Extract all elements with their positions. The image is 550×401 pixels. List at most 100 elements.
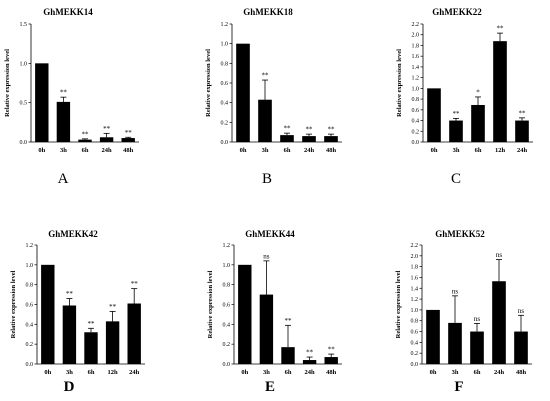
bar	[281, 347, 295, 364]
x-tick-label: 0h	[431, 147, 438, 154]
bar	[492, 281, 506, 364]
significance-label: **	[284, 125, 292, 133]
x-tick-label: 12h	[108, 369, 119, 376]
chart-title: GhMEKK14	[43, 7, 93, 17]
significance-label: **	[103, 125, 111, 133]
y-tick-label: 1.8	[411, 265, 419, 271]
chart-title: GhMEKK44	[245, 229, 295, 239]
panel-label: A	[58, 171, 69, 187]
bar	[121, 138, 135, 142]
x-tick-label: 6h	[88, 369, 95, 376]
significance-label: **	[285, 317, 293, 325]
bar	[41, 264, 55, 364]
x-tick-label: 48h	[516, 369, 527, 376]
x-tick-label: 12h	[495, 147, 506, 154]
bar	[258, 99, 272, 142]
bar	[280, 135, 294, 142]
significance-label: **	[306, 349, 314, 357]
y-axis-label: Relative expression level	[396, 49, 403, 117]
x-tick-label: 24h	[305, 369, 316, 376]
x-tick-label: 3h	[66, 369, 73, 376]
x-tick-label: 3h	[263, 369, 270, 376]
bar	[236, 43, 250, 142]
y-tick-label: 0.4	[26, 322, 34, 328]
x-tick-label: 0h	[240, 147, 247, 154]
y-tick-label: 0.0	[221, 140, 229, 146]
chart-panel-4: GhMEKK42 Relative expression level 0.0 0.2 0…	[10, 229, 145, 395]
bar	[84, 332, 98, 364]
y-axis-label: Relative expression level	[395, 270, 402, 338]
x-tick-label: 24h	[102, 147, 113, 154]
y-axis-label: Relative expression level	[4, 49, 11, 117]
bar	[324, 357, 338, 364]
chart-panel-2: GhMEKK18 Relative expression level 0.0 0.2 0…	[205, 7, 342, 187]
panel-label: B	[262, 171, 272, 187]
bar	[259, 294, 274, 364]
significance-label: ns	[474, 315, 481, 323]
panel-label: C	[451, 171, 461, 187]
y-tick-label: 2.2	[412, 22, 420, 28]
x-tick-label: 48h	[326, 369, 337, 376]
bar	[448, 322, 462, 364]
panel-label: F	[454, 379, 463, 395]
y-tick-label: 1.8	[412, 43, 420, 49]
y-tick-label: 0.8	[412, 97, 420, 103]
y-tick-label: 0.8	[411, 319, 419, 325]
significance-label: ns	[518, 307, 525, 315]
bar	[470, 331, 484, 364]
significance-label: **	[328, 346, 336, 354]
x-tick-label: 48h	[123, 147, 134, 154]
chart-panel-1: GhMEKK14 Relative expression level 0.0 0.5 1…	[4, 7, 139, 187]
y-tick-label: 1.6	[412, 54, 420, 60]
bar	[427, 88, 441, 142]
y-tick-label: 1.6	[411, 275, 419, 281]
y-tick-label: 2.0	[412, 33, 420, 39]
y-tick-label: 0.8	[221, 61, 229, 67]
significance-label: **	[109, 303, 117, 311]
x-tick-label: 24h	[494, 369, 505, 376]
x-tick-label: 24h	[129, 369, 140, 376]
bar	[105, 321, 120, 364]
y-axis-label: Relative expression level	[207, 270, 214, 338]
chart-title: GhMEKK18	[243, 7, 293, 17]
bar	[62, 305, 77, 364]
y-tick-label: 1.2	[223, 243, 231, 249]
y-tick-label: 0.6	[411, 330, 419, 336]
bar	[35, 63, 49, 143]
y-tick-label: 0.2	[412, 129, 420, 135]
x-tick-label: 6h	[474, 369, 481, 376]
x-tick-label: 6h	[82, 147, 89, 154]
y-tick-label: 1.0	[20, 61, 28, 67]
y-tick-label: 2.0	[411, 254, 419, 260]
y-tick-label: 0.6	[221, 81, 229, 87]
significance-label: **	[519, 109, 527, 117]
y-tick-label: 0.2	[223, 342, 231, 348]
chart-panel-5: GhMEKK44 Relative expression level 0.0 0.2 0…	[207, 229, 342, 395]
y-tick-label: 0.4	[412, 119, 420, 125]
y-tick-label: 1.4	[412, 65, 420, 71]
y-tick-label: 1.5	[20, 22, 28, 28]
chart-title: GhMEKK22	[432, 7, 482, 17]
chart-title: GhMEKK52	[435, 229, 485, 239]
y-tick-label: 1.0	[221, 42, 229, 48]
x-tick-label: 6h	[285, 369, 292, 376]
bar	[78, 139, 92, 142]
y-tick-label: 0.6	[412, 108, 420, 114]
y-tick-label: 0.5	[20, 101, 28, 107]
chart-title: GhMEKK42	[48, 229, 98, 239]
x-tick-label: 0h	[430, 369, 437, 376]
y-tick-label: 0.8	[26, 283, 34, 289]
x-tick-label: 24h	[517, 147, 528, 154]
y-tick-label: 1.2	[412, 76, 420, 82]
significance-label: **	[306, 126, 314, 134]
y-tick-label: 2.2	[411, 243, 419, 249]
y-tick-label: 0.0	[20, 140, 28, 146]
y-tick-label: 1.0	[223, 263, 231, 269]
bar	[426, 309, 440, 364]
panel-label: D	[64, 379, 75, 395]
significance-label: ns	[496, 251, 503, 259]
significance-label: ns	[452, 287, 459, 295]
significance-label: **	[328, 126, 336, 134]
significance-label: **	[262, 72, 270, 80]
